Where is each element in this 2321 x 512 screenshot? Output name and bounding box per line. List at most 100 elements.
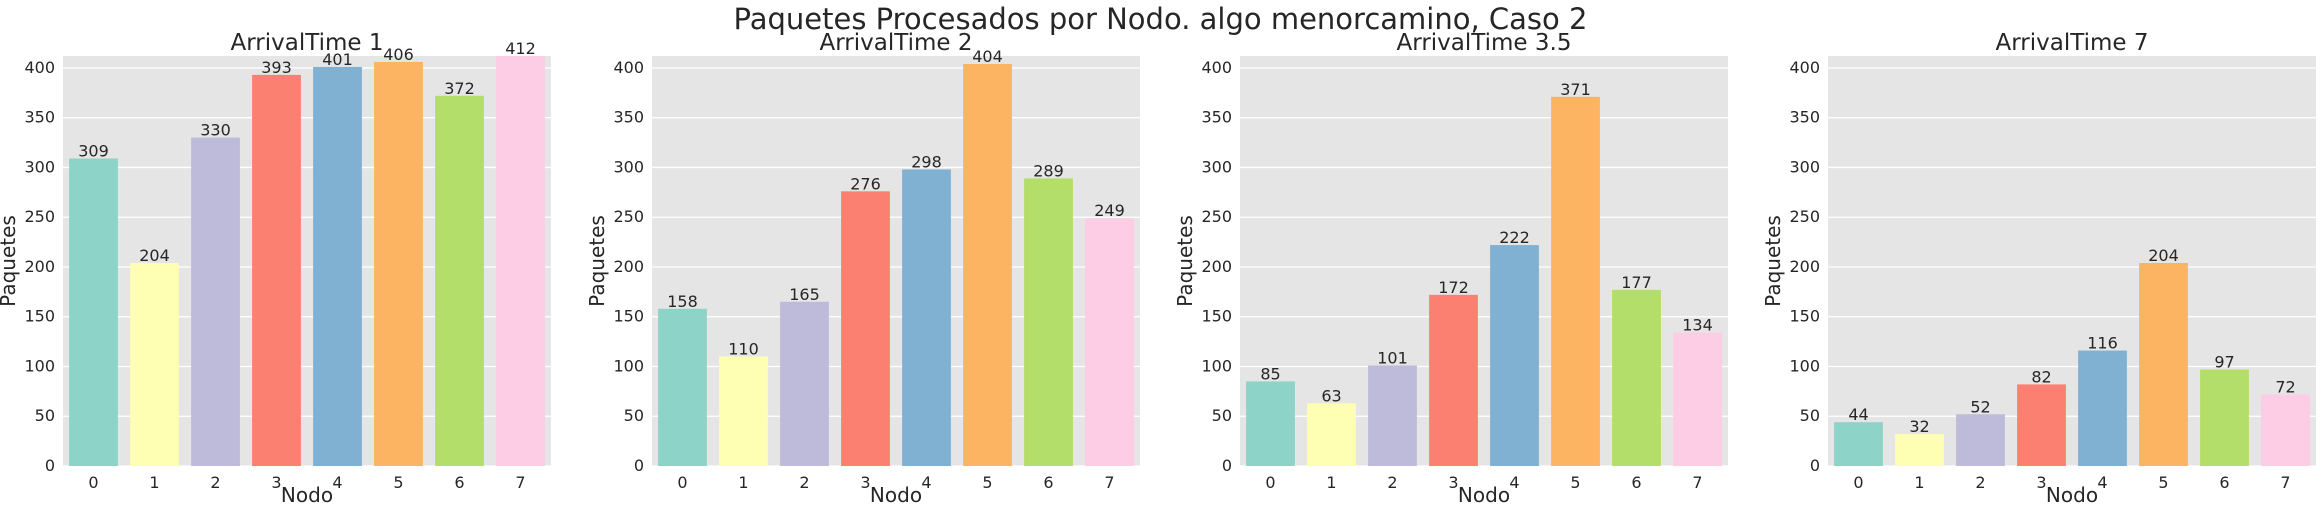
data-label: 44	[1848, 405, 1868, 424]
data-label: 393	[261, 58, 292, 77]
y-tick-label: 0	[1222, 456, 1232, 475]
data-label: 165	[789, 285, 820, 304]
y-tick-label: 150	[613, 307, 644, 326]
data-label: 110	[728, 340, 759, 359]
y-tick-label: 150	[1201, 307, 1232, 326]
bar	[1085, 218, 1134, 466]
y-axis-label: Paquetes	[1761, 215, 1785, 307]
bar	[69, 158, 118, 466]
data-label: 204	[139, 246, 170, 265]
x-tick-label: 4	[921, 473, 931, 492]
data-label: 101	[1377, 348, 1408, 367]
data-label: 52	[1970, 397, 1990, 416]
data-label: 85	[1260, 364, 1280, 383]
y-tick-label: 200	[1789, 257, 1820, 276]
panel-title: ArrivalTime 1	[231, 30, 384, 56]
y-tick-label: 0	[634, 456, 644, 475]
y-tick-label: 100	[1201, 356, 1232, 375]
x-tick-label: 3	[271, 473, 281, 492]
y-tick-label: 0	[45, 456, 55, 475]
bar	[435, 95, 484, 467]
y-tick-label: 50	[35, 406, 55, 425]
x-tick-label: 1	[1326, 473, 1336, 492]
bar	[2261, 394, 2310, 466]
y-tick-label: 150	[24, 307, 55, 326]
data-label: 158	[667, 292, 698, 311]
y-tick-label: 100	[24, 356, 55, 375]
panel-3: 0 50 100 150 200 250 300 350 400 85 0 63 1 101 2 172 3 22…	[1173, 30, 1728, 507]
x-tick-label: 0	[1265, 473, 1275, 492]
data-label: 276	[850, 174, 881, 193]
y-tick-label: 50	[624, 406, 644, 425]
y-tick-label: 50	[1800, 406, 1820, 425]
y-axis-label: Paquetes	[585, 215, 609, 307]
bar	[2078, 350, 2127, 466]
y-tick-label: 400	[1789, 58, 1820, 77]
y-tick-label: 150	[1789, 307, 1820, 326]
y-tick-label: 250	[24, 207, 55, 226]
bar	[1895, 434, 1944, 466]
bar	[1368, 365, 1417, 466]
x-tick-label: 3	[2036, 473, 2046, 492]
data-label: 309	[78, 142, 109, 161]
x-axis-label: Nodo	[281, 483, 333, 507]
x-tick-label: 5	[982, 473, 992, 492]
bar	[2139, 262, 2188, 466]
data-label: 249	[1094, 201, 1125, 220]
y-tick-label: 400	[24, 58, 55, 77]
bar	[252, 74, 301, 466]
data-label: 330	[200, 121, 231, 140]
x-axis-label: Nodo	[2046, 483, 2098, 507]
x-tick-label: 0	[677, 473, 687, 492]
bar	[2017, 384, 2066, 466]
data-label: 82	[2031, 367, 2051, 386]
x-tick-label: 6	[1631, 473, 1641, 492]
bar	[841, 191, 890, 466]
bar	[191, 137, 240, 467]
panel-title: ArrivalTime 7	[1996, 30, 2149, 56]
x-tick-label: 7	[1104, 473, 1114, 492]
data-label: 289	[1033, 161, 1064, 180]
data-label: 298	[911, 152, 942, 171]
y-tick-label: 300	[24, 157, 55, 176]
x-tick-label: 7	[1692, 473, 1702, 492]
figure-title: Paquetes Procesados por Nodo. algo menor…	[733, 2, 1588, 36]
data-label: 412	[505, 39, 536, 58]
panel-title: ArrivalTime 2	[820, 30, 973, 56]
bar	[1429, 294, 1478, 466]
data-label: 404	[972, 47, 1003, 66]
y-tick-label: 350	[613, 108, 644, 127]
x-tick-label: 6	[454, 473, 464, 492]
data-label: 204	[2148, 246, 2179, 265]
x-axis-label: Nodo	[870, 483, 922, 507]
bar	[1612, 289, 1661, 466]
y-tick-label: 300	[1789, 157, 1820, 176]
y-tick-label: 350	[1201, 108, 1232, 127]
y-tick-label: 250	[1789, 207, 1820, 226]
y-tick-label: 100	[613, 356, 644, 375]
x-tick-label: 2	[210, 473, 220, 492]
x-tick-label: 1	[1914, 473, 1924, 492]
y-tick-label: 250	[1201, 207, 1232, 226]
data-label: 401	[322, 50, 353, 69]
bar	[902, 169, 951, 467]
bar	[1024, 178, 1073, 467]
bar	[1490, 245, 1539, 466]
x-tick-label: 5	[1570, 473, 1580, 492]
bar	[374, 61, 423, 466]
data-label: 72	[2275, 377, 2295, 396]
bar	[1551, 96, 1600, 467]
bar	[1834, 422, 1883, 466]
bar	[719, 356, 768, 466]
y-axis-label: Paquetes	[1173, 215, 1197, 307]
bar	[2200, 369, 2249, 466]
panel-2: 0 50 100 150 200 250 300 350 400 158 0 110 1 165 2 276 3…	[585, 30, 1140, 507]
x-tick-label: 2	[1975, 473, 1985, 492]
data-label: 116	[2087, 334, 2118, 353]
bar	[780, 301, 829, 466]
y-tick-label: 200	[1201, 257, 1232, 276]
x-tick-label: 3	[860, 473, 870, 492]
y-tick-label: 250	[613, 207, 644, 226]
bar	[130, 262, 179, 466]
x-tick-label: 7	[2280, 473, 2290, 492]
